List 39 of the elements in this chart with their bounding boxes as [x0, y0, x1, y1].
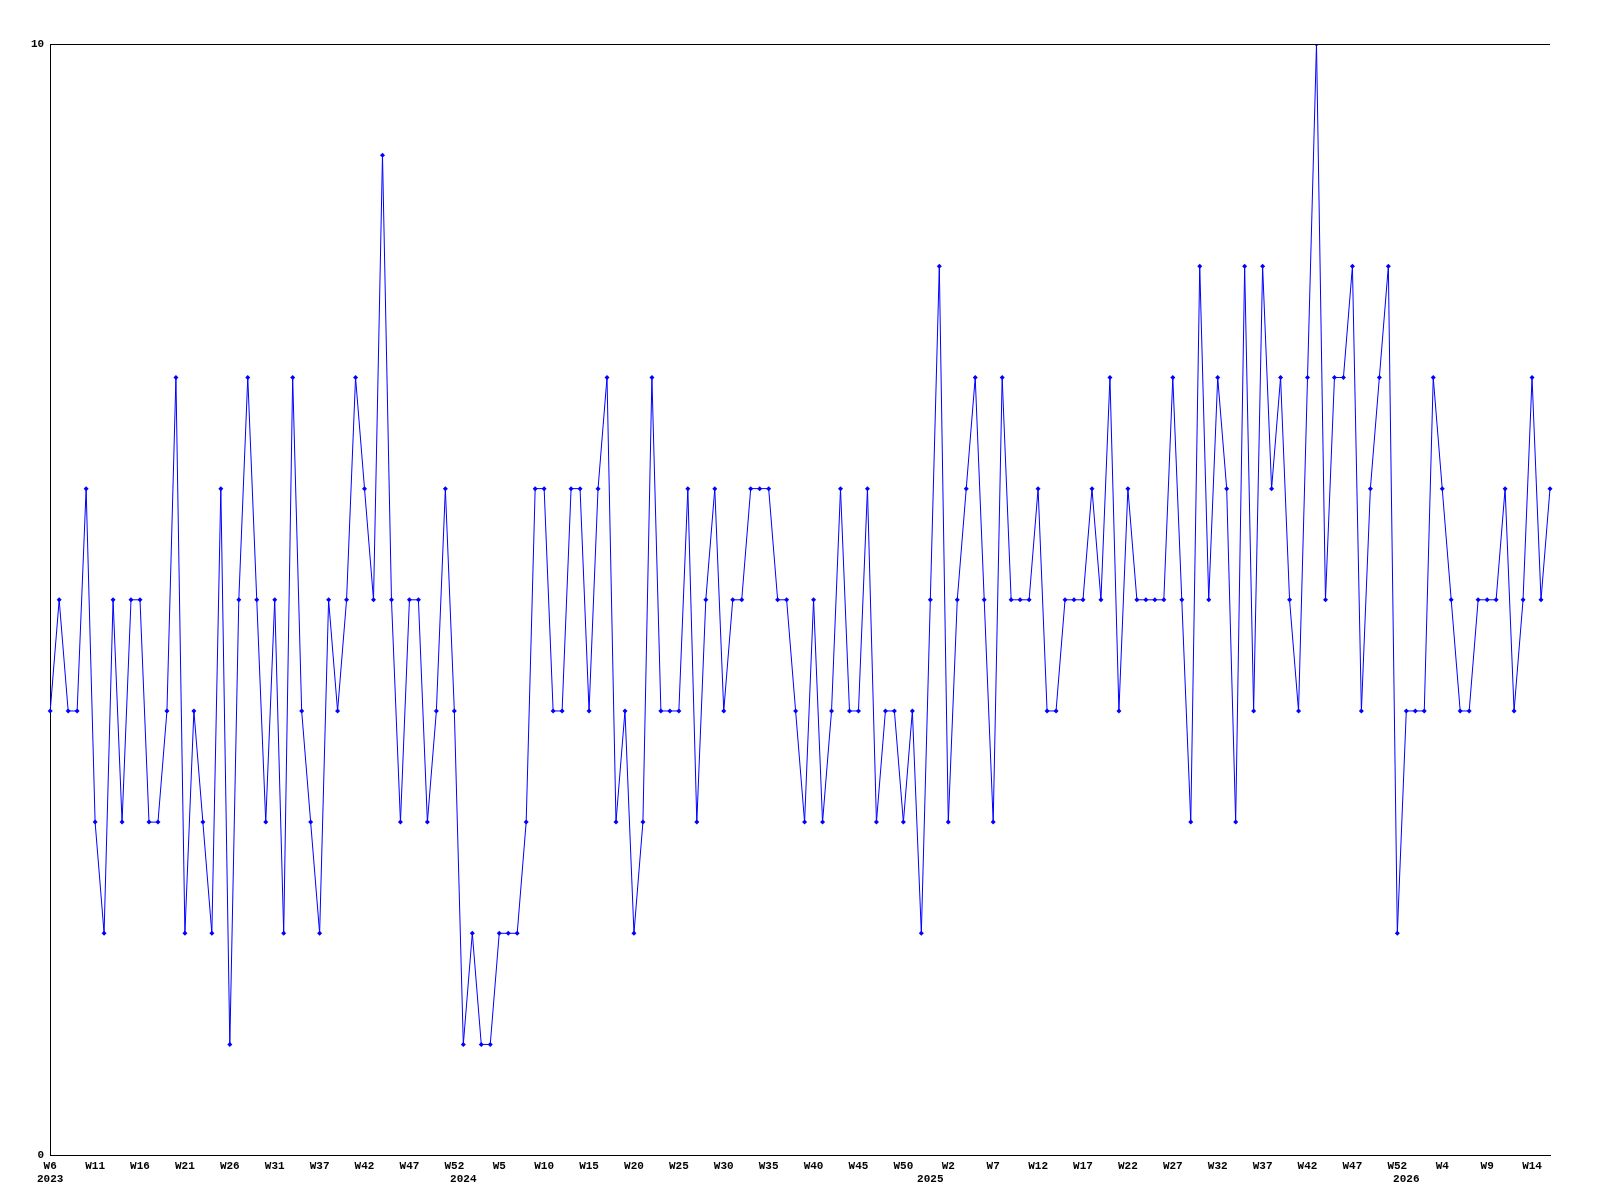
x-tick-label: W12 — [1028, 1159, 1048, 1172]
x-tick-label: W30 — [713, 1159, 734, 1172]
x-tick-label: W52 — [444, 1159, 465, 1172]
x-tick-label: W50 — [893, 1159, 914, 1172]
x-tick-label: W37 — [309, 1159, 330, 1172]
x-tick-label: W15 — [579, 1159, 600, 1172]
x-tick-label: W37 — [1252, 1159, 1273, 1172]
x-tick-label: W6 2023 — [37, 1159, 64, 1186]
x-tick-label: W5 — [492, 1159, 507, 1172]
x-tick-label: 2024 — [450, 1173, 477, 1186]
x-tick-label: W42 — [1297, 1159, 1318, 1172]
x-tick-label: 2025 — [917, 1173, 944, 1186]
x-tick-label: W26 — [219, 1159, 240, 1172]
x-tick-label: W17 — [1073, 1159, 1093, 1172]
x-tick-label: W11 — [85, 1159, 106, 1172]
x-tick-label: W9 — [1480, 1159, 1494, 1172]
x-tick-label: W47 — [1342, 1159, 1363, 1172]
x-tick-label: W45 — [848, 1159, 869, 1172]
x-tick-label: W47 — [399, 1159, 420, 1172]
x-tick-label: W4 — [1435, 1159, 1450, 1172]
x-tick-label: W2 — [941, 1159, 955, 1172]
x-tick-label: W20 — [624, 1159, 644, 1172]
x-tick-label: W40 — [803, 1159, 824, 1172]
x-tick-label: W16 — [130, 1159, 150, 1172]
x-tick-label: W42 — [354, 1159, 375, 1172]
x-tick-label: W10 — [534, 1159, 555, 1172]
x-tick-label: W35 — [758, 1159, 779, 1172]
x-tick-label: W21 — [175, 1159, 196, 1172]
x-tick-label: 2026 — [1393, 1173, 1420, 1186]
x-tick-label: W52 — [1387, 1159, 1408, 1172]
x-tick-label: W14 — [1522, 1159, 1543, 1172]
y-tick-label: 10 — [31, 37, 45, 50]
x-tick-label: W7 — [986, 1159, 1000, 1172]
x-tick-label: W22 — [1117, 1159, 1138, 1172]
y-tick-label: 0 — [37, 1149, 45, 1162]
x-tick-label: W27 — [1162, 1159, 1183, 1172]
x-tick-label: W25 — [668, 1159, 690, 1172]
x-tick-label: W31 — [264, 1159, 286, 1172]
x-tick-label: W32 — [1207, 1159, 1228, 1172]
